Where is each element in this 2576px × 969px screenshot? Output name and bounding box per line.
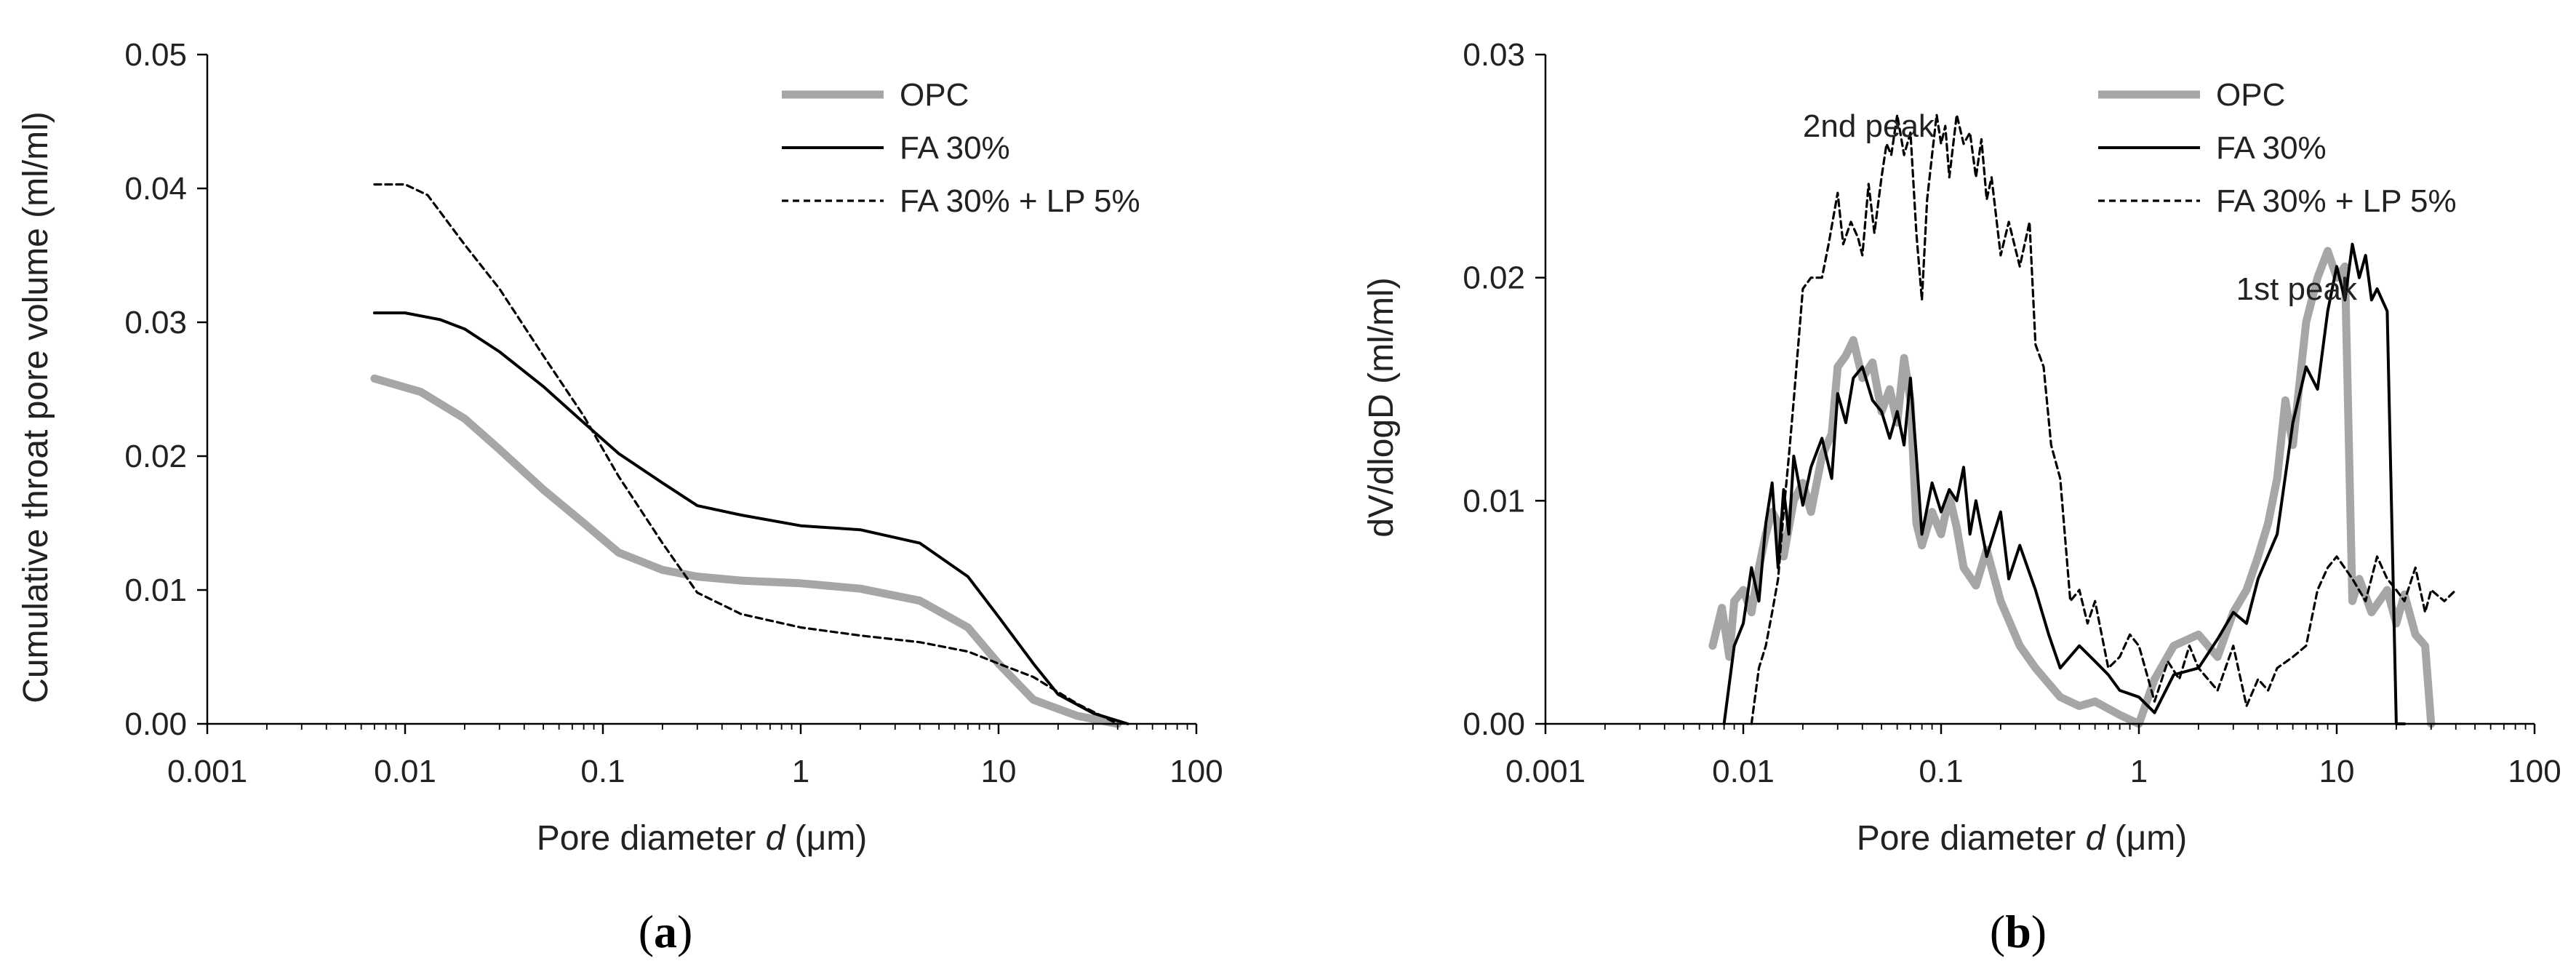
x-tick-label: 0.1 — [1919, 754, 1963, 789]
y-tick-label: 0.03 — [124, 305, 187, 340]
y-tick-label: 0.03 — [1463, 37, 1525, 73]
annotation: 2nd peak — [1803, 108, 1935, 144]
y-tick-label: 0.00 — [124, 706, 187, 742]
series-line-fa-30 — [1722, 242, 2407, 725]
y-tick-label: 0.01 — [124, 573, 187, 608]
x-axis-label-text: Pore diameter — [1857, 819, 2076, 858]
y-tick-label: 0.02 — [1463, 260, 1525, 296]
x-tick-label: 0.01 — [1712, 754, 1775, 789]
series-line-opc — [1708, 247, 2436, 728]
x-axis-label-unit: (μm) — [2115, 819, 2188, 858]
series-line-opc — [370, 374, 1122, 728]
y-tick-label: 0.04 — [124, 171, 187, 207]
x-axis-label: Pore diameter d (μm) — [537, 819, 867, 858]
x-tick-label: 1 — [792, 754, 809, 789]
x-tick-label: 100 — [2508, 754, 2561, 789]
panel-label-a: (a) — [639, 906, 693, 957]
y-tick-label: 0.01 — [1463, 483, 1525, 519]
legend-label: FA 30% + LP 5% — [900, 183, 1140, 219]
panel-label-a-letter: a — [654, 906, 677, 957]
x-tick-label: 0.001 — [167, 754, 247, 789]
series-line-fa-30 — [372, 311, 1129, 725]
legend-label: OPC — [900, 77, 969, 113]
x-axis-label-text: Pore diameter — [537, 819, 756, 858]
x-tick-label: 0.1 — [580, 754, 625, 789]
legend: OPC FA 30% FA 30% + LP 5% — [2098, 77, 2457, 219]
panel-label-b-letter: b — [2005, 906, 2031, 957]
x-tick-label: 1 — [2130, 754, 2148, 789]
x-axis-label-variable: d — [2086, 819, 2106, 858]
y-tick-label: 0.02 — [124, 439, 187, 474]
legend: OPC FA 30% FA 30% + LP 5% — [782, 77, 1140, 219]
series-line-fa-30-lp-5 — [1750, 113, 2457, 725]
legend-label: FA 30% — [900, 130, 1010, 166]
x-tick-label: 0.01 — [374, 754, 436, 789]
x-axis-label-variable: d — [766, 819, 786, 858]
legend-label: FA 30% + LP 5% — [2216, 183, 2457, 219]
legend-label: FA 30% — [2216, 130, 2327, 166]
x-axis-label-unit: (μm) — [795, 819, 868, 858]
series-line-fa-30-lp-5 — [373, 183, 1119, 725]
x-axis-label: Pore diameter d (μm) — [1857, 819, 2187, 858]
chart-a: 0.001 0.01 0.1 1 10 100 0.00 0.01 0.02 0.03 0.04 0.… — [17, 37, 1223, 957]
chart-b: 0.001 0.01 0.1 1 10 100 0.00 0.01 0.02 0.03 OPC FA… — [1362, 37, 2561, 957]
x-tick-label: 0.001 — [1505, 754, 1585, 789]
x-tick-label: 10 — [981, 754, 1017, 789]
panel-label-b: (b) — [1990, 906, 2047, 957]
x-tick-label: 100 — [1169, 754, 1223, 789]
x-tick-label: 10 — [2319, 754, 2355, 789]
y-tick-label: 0.00 — [1463, 706, 1525, 742]
annotation: 1st peak — [2236, 271, 2358, 307]
y-tick-label: 0.05 — [124, 37, 187, 73]
legend-label: OPC — [2216, 77, 2285, 113]
y-axis-label: dV/dlogD (ml/ml) — [1362, 277, 1401, 537]
y-axis-label: Cumulative throat pore volume (ml/ml) — [17, 111, 55, 703]
